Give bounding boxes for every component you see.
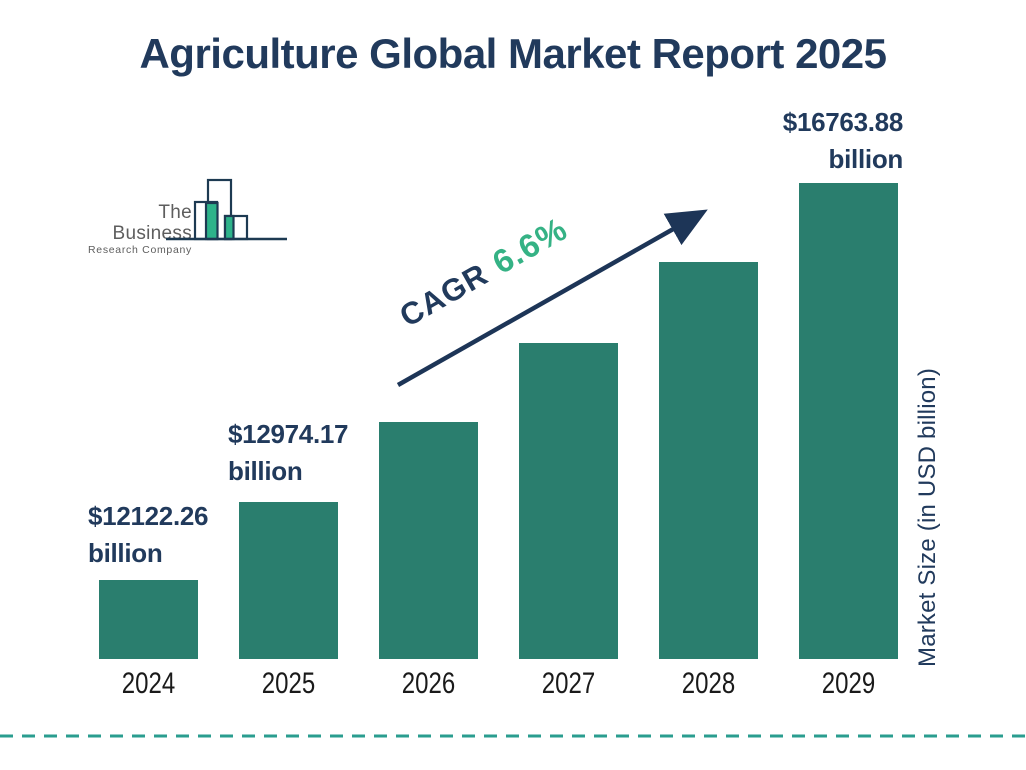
x-tick-2025: 2025 bbox=[261, 667, 316, 700]
x-tick-2029: 2029 bbox=[821, 667, 876, 700]
value-unit-2025: billion bbox=[228, 456, 303, 486]
page-title: Agriculture Global Market Report 2025 bbox=[139, 30, 887, 77]
value-amount-2024: $12122.26 bbox=[88, 501, 209, 531]
value-label-2025: $12974.17 billion bbox=[228, 416, 349, 490]
value-unit-2029: billion bbox=[828, 144, 904, 174]
bar-2026 bbox=[379, 422, 478, 659]
bottom-dashed-line bbox=[0, 734, 1026, 738]
value-amount-2025: $12974.17 bbox=[228, 419, 349, 449]
y-axis-label: Market Size (in USD billion) bbox=[914, 367, 941, 667]
x-tick-2028: 2028 bbox=[681, 667, 736, 700]
bar-2027 bbox=[519, 343, 618, 659]
value-label-2029: $16763.88 billion bbox=[782, 104, 904, 178]
bar-2029 bbox=[799, 183, 898, 659]
bar-2028 bbox=[659, 262, 758, 659]
value-label-2024: $12122.26 billion bbox=[88, 498, 209, 572]
value-amount-2029: $16763.88 bbox=[782, 107, 904, 137]
bar-2025 bbox=[239, 502, 338, 659]
trend-arrow-icon bbox=[396, 209, 708, 387]
x-tick-2024: 2024 bbox=[121, 667, 176, 700]
brand-subname: Research Company bbox=[88, 244, 192, 256]
value-unit-2024: billion bbox=[88, 538, 163, 568]
x-tick-2027: 2027 bbox=[541, 667, 596, 700]
x-tick-2026: 2026 bbox=[401, 667, 456, 700]
bar-chart-logo-icon bbox=[166, 178, 287, 241]
bar-2024 bbox=[99, 580, 198, 659]
